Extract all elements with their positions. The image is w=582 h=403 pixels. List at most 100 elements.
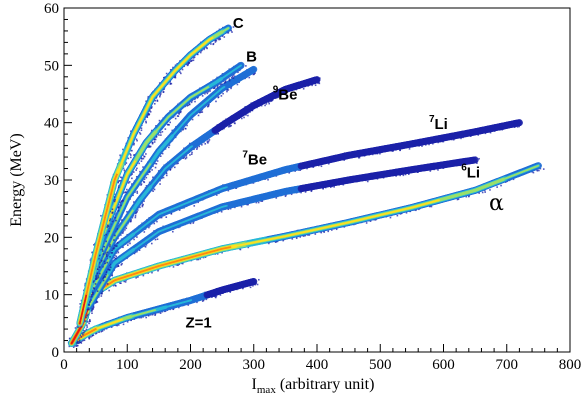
band-point: [115, 255, 117, 258]
band-point: [112, 284, 115, 287]
band-point: [276, 240, 279, 243]
band-point: [177, 264, 179, 266]
band-point: [165, 216, 168, 218]
band-point: [457, 198, 460, 200]
band-point: [91, 334, 94, 336]
band-point: [74, 345, 76, 347]
band-point: [101, 330, 104, 332]
band-point: [268, 242, 270, 245]
band-point: [178, 306, 180, 309]
band-point: [456, 198, 459, 201]
band-point: [100, 330, 102, 333]
band-point: [143, 231, 146, 233]
band-point: [500, 184, 502, 187]
band-point: [97, 331, 100, 333]
band-point: [89, 319, 91, 321]
band-point: [78, 340, 80, 343]
band-point: [320, 231, 323, 234]
band-point: [81, 340, 83, 342]
band-point: [82, 339, 84, 342]
band-point: [126, 244, 129, 246]
band-α: [67, 162, 545, 347]
band-point: [94, 332, 97, 335]
band-point: [196, 301, 198, 304]
band-point: [156, 238, 159, 241]
band-point: [142, 274, 145, 277]
band-point: [105, 273, 107, 276]
band-point: [249, 286, 252, 289]
band-point: [120, 282, 122, 285]
band-point: [82, 329, 84, 332]
band-point: [151, 313, 154, 316]
band-point: [205, 298, 208, 301]
band-point: [193, 205, 196, 207]
band-point: [91, 308, 94, 311]
band-point: [133, 238, 135, 241]
band-point: [116, 324, 119, 327]
band-point: [211, 296, 213, 298]
band-point: [483, 189, 486, 192]
band-point: [221, 251, 223, 254]
band-point: [77, 344, 79, 347]
band-point: [327, 230, 330, 233]
band-point: [418, 208, 420, 211]
band-point: [489, 189, 491, 191]
band-point: [75, 345, 78, 347]
band-point: [478, 192, 480, 194]
band-point: [79, 341, 82, 343]
band-point: [187, 304, 190, 306]
band-point: [151, 271, 153, 274]
band-point: [216, 253, 219, 255]
band-point: [145, 316, 147, 319]
band-point: [144, 246, 147, 248]
band-point: [172, 266, 175, 268]
band-point: [484, 191, 486, 193]
band-point: [215, 295, 218, 298]
band-point: [123, 280, 125, 283]
band-point: [172, 230, 174, 233]
band-point: [202, 299, 205, 302]
band-point: [114, 284, 117, 287]
band-point: [90, 336, 92, 338]
band-point: [214, 295, 217, 298]
band-point: [137, 276, 139, 278]
band-point: [84, 330, 86, 332]
band-point: [258, 278, 260, 281]
band-point: [415, 209, 417, 212]
band-point: [365, 222, 368, 224]
band-point: [161, 310, 164, 313]
band-point: [85, 328, 88, 331]
band-point: [80, 342, 83, 344]
band-point: [308, 234, 311, 236]
plot-background: [64, 8, 570, 352]
band-point: [430, 205, 433, 208]
band-point: [129, 242, 131, 245]
band-point: [68, 345, 71, 348]
band-point: [242, 287, 244, 290]
band-point: [304, 234, 307, 237]
band-point: [88, 322, 90, 325]
band-point: [157, 269, 159, 272]
band-point: [219, 294, 222, 296]
band-point: [95, 332, 98, 334]
band-point: [214, 296, 217, 299]
band-point: [117, 265, 119, 267]
band-point: [512, 178, 515, 181]
band-point: [104, 276, 107, 278]
band-point: [122, 323, 125, 326]
band-point: [178, 263, 181, 266]
band-point: [119, 282, 121, 284]
band-point: [192, 222, 195, 224]
band-point: [78, 339, 81, 342]
band-point: [106, 283, 109, 285]
band-point: [76, 342, 79, 344]
band-point: [172, 308, 175, 311]
band-point: [102, 279, 105, 282]
band-point: [86, 326, 88, 328]
band-point: [82, 333, 84, 336]
band-point: [467, 195, 470, 198]
band-point: [135, 276, 137, 279]
band-point: [154, 313, 157, 316]
band-point: [247, 246, 250, 249]
band-point: [124, 281, 127, 283]
